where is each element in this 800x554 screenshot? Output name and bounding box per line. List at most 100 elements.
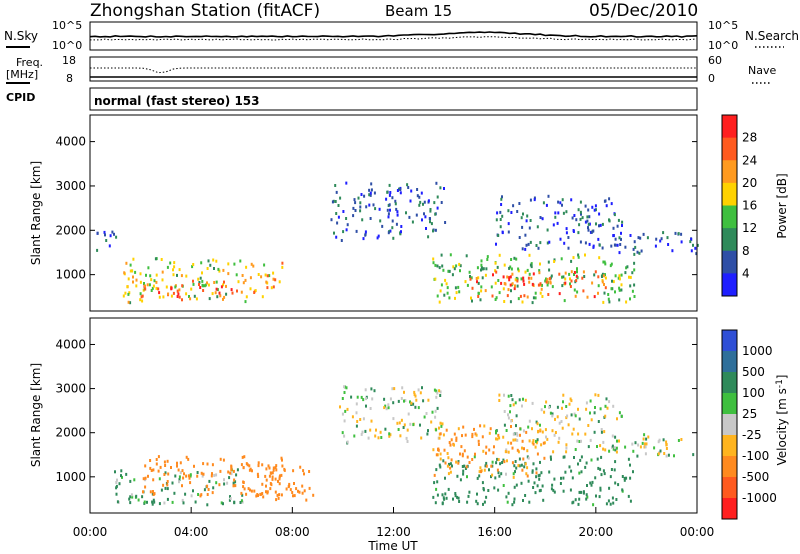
- power-cell: [398, 187, 400, 191]
- velocity-cell: [600, 430, 603, 434]
- power-cell: [607, 297, 610, 301]
- power-cell: [503, 282, 506, 285]
- power-cell: [278, 280, 281, 284]
- power-cell: [391, 226, 394, 230]
- velocity-cell: [511, 446, 514, 450]
- power-cell: [419, 200, 422, 204]
- velocity-cell: [497, 471, 500, 475]
- velocity-cell: [281, 458, 283, 462]
- velocity-cell: [554, 431, 557, 434]
- freq-tick-bottom: 8: [66, 72, 73, 85]
- velocity-cell: [345, 386, 348, 390]
- power-cell: [597, 291, 599, 295]
- velocity-cell: [539, 460, 541, 464]
- power-cell: [405, 211, 407, 215]
- power-cell: [546, 283, 549, 287]
- power-cell: [576, 267, 578, 271]
- power-cell: [372, 203, 375, 207]
- velocity-cell: [564, 470, 567, 474]
- velocity-cell: [447, 456, 450, 460]
- velocity-cell: [206, 493, 209, 496]
- power-cell: [127, 300, 130, 304]
- freq-label: Freq.: [16, 56, 43, 69]
- velocity-cell: [550, 457, 552, 461]
- velocity-cell: [141, 495, 144, 499]
- power-cell: [151, 286, 154, 290]
- velocity-cell: [435, 487, 438, 491]
- velocity-cell: [450, 438, 453, 442]
- velocity-cell: [566, 414, 569, 418]
- power-cell: [570, 198, 573, 202]
- power-cell: [559, 201, 562, 205]
- power-cell: [597, 284, 600, 288]
- power-frame: [89, 114, 698, 312]
- velocity-colorbar-block: [722, 414, 737, 436]
- power-cell: [511, 282, 514, 286]
- power-cell: [206, 267, 209, 270]
- velocity-cell: [421, 386, 423, 390]
- power-cell: [494, 281, 497, 285]
- power-cell: [510, 258, 513, 261]
- power-cell: [533, 198, 536, 202]
- velocity-cell: [178, 478, 181, 482]
- power-cell: [509, 275, 512, 279]
- power-cell: [591, 281, 594, 285]
- power-colorbar-frame: [721, 114, 738, 297]
- power-cell: [373, 191, 376, 195]
- power-cell: [594, 270, 597, 274]
- power-cell: [603, 260, 606, 264]
- power-cell: [470, 296, 472, 300]
- velocity-cell: [505, 472, 507, 476]
- velocity-cell: [604, 404, 607, 408]
- power-cell: [381, 224, 384, 228]
- velocity-cell: [510, 441, 513, 445]
- power-cell: [475, 277, 478, 280]
- velocity-cell: [412, 402, 415, 406]
- time-tick-label: 20:00: [579, 525, 614, 539]
- velocity-cell: [605, 502, 608, 506]
- power-cell: [546, 241, 549, 245]
- velocity-cell: [577, 462, 579, 466]
- power-cell: [115, 235, 118, 239]
- velocity-cell: [535, 475, 538, 479]
- power-cell: [614, 290, 616, 294]
- power-cell: [394, 202, 397, 206]
- power-cell: [241, 274, 244, 277]
- power-cell: [512, 204, 515, 208]
- velocity-cell: [343, 434, 346, 438]
- velocity-cell: [512, 403, 515, 407]
- power-cell: [482, 267, 485, 271]
- power-cell: [573, 271, 576, 274]
- velocity-cell: [356, 395, 359, 399]
- velocity-cell: [498, 393, 501, 397]
- power-cell: [514, 284, 516, 288]
- power-cell: [570, 279, 573, 283]
- power-cell: [448, 269, 451, 273]
- power-cell: [225, 284, 227, 288]
- power-cell: [525, 243, 528, 247]
- velocity-cell: [497, 458, 500, 462]
- velocity-cell: [573, 456, 575, 459]
- power-cell: [528, 226, 531, 230]
- power-cell: [611, 279, 613, 283]
- velocity-cell: [128, 497, 131, 501]
- velocity-cell: [439, 432, 442, 436]
- power-cell: [563, 241, 566, 245]
- velocity-cell: [129, 501, 132, 505]
- power-cell: [274, 278, 277, 282]
- velocity-colorbar-tick: 1000: [742, 344, 773, 358]
- power-cell: [396, 189, 399, 192]
- power-colorbar-tick: 12: [742, 221, 757, 235]
- power-cell: [696, 243, 699, 247]
- power-cell: [539, 241, 542, 245]
- velocity-cell: [219, 469, 222, 473]
- freq-frame: [89, 56, 698, 82]
- velocity-cell: [445, 496, 448, 500]
- power-cell: [170, 287, 173, 291]
- power-cell: [167, 292, 170, 296]
- velocity-cell: [526, 466, 529, 470]
- velocity-cell: [230, 472, 233, 476]
- velocity-cell: [236, 468, 239, 472]
- power-cell: [150, 289, 153, 292]
- power-cell: [480, 259, 483, 263]
